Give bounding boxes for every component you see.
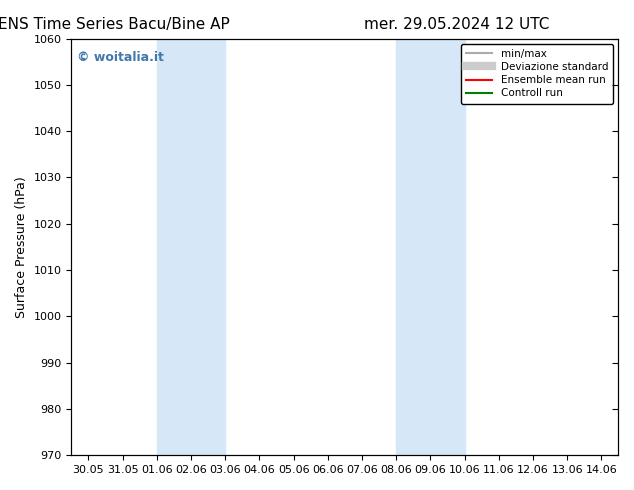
- Y-axis label: Surface Pressure (hPa): Surface Pressure (hPa): [15, 176, 28, 318]
- Bar: [157, 39, 225, 455]
- Text: mer. 29.05.2024 12 UTC: mer. 29.05.2024 12 UTC: [364, 17, 549, 32]
- Text: © woitalia.it: © woitalia.it: [77, 51, 164, 64]
- Text: ENS Time Series Bacu/Bine AP: ENS Time Series Bacu/Bine AP: [0, 17, 230, 32]
- Legend: min/max, Deviazione standard, Ensemble mean run, Controll run: min/max, Deviazione standard, Ensemble m…: [461, 44, 613, 103]
- Bar: [396, 39, 465, 455]
